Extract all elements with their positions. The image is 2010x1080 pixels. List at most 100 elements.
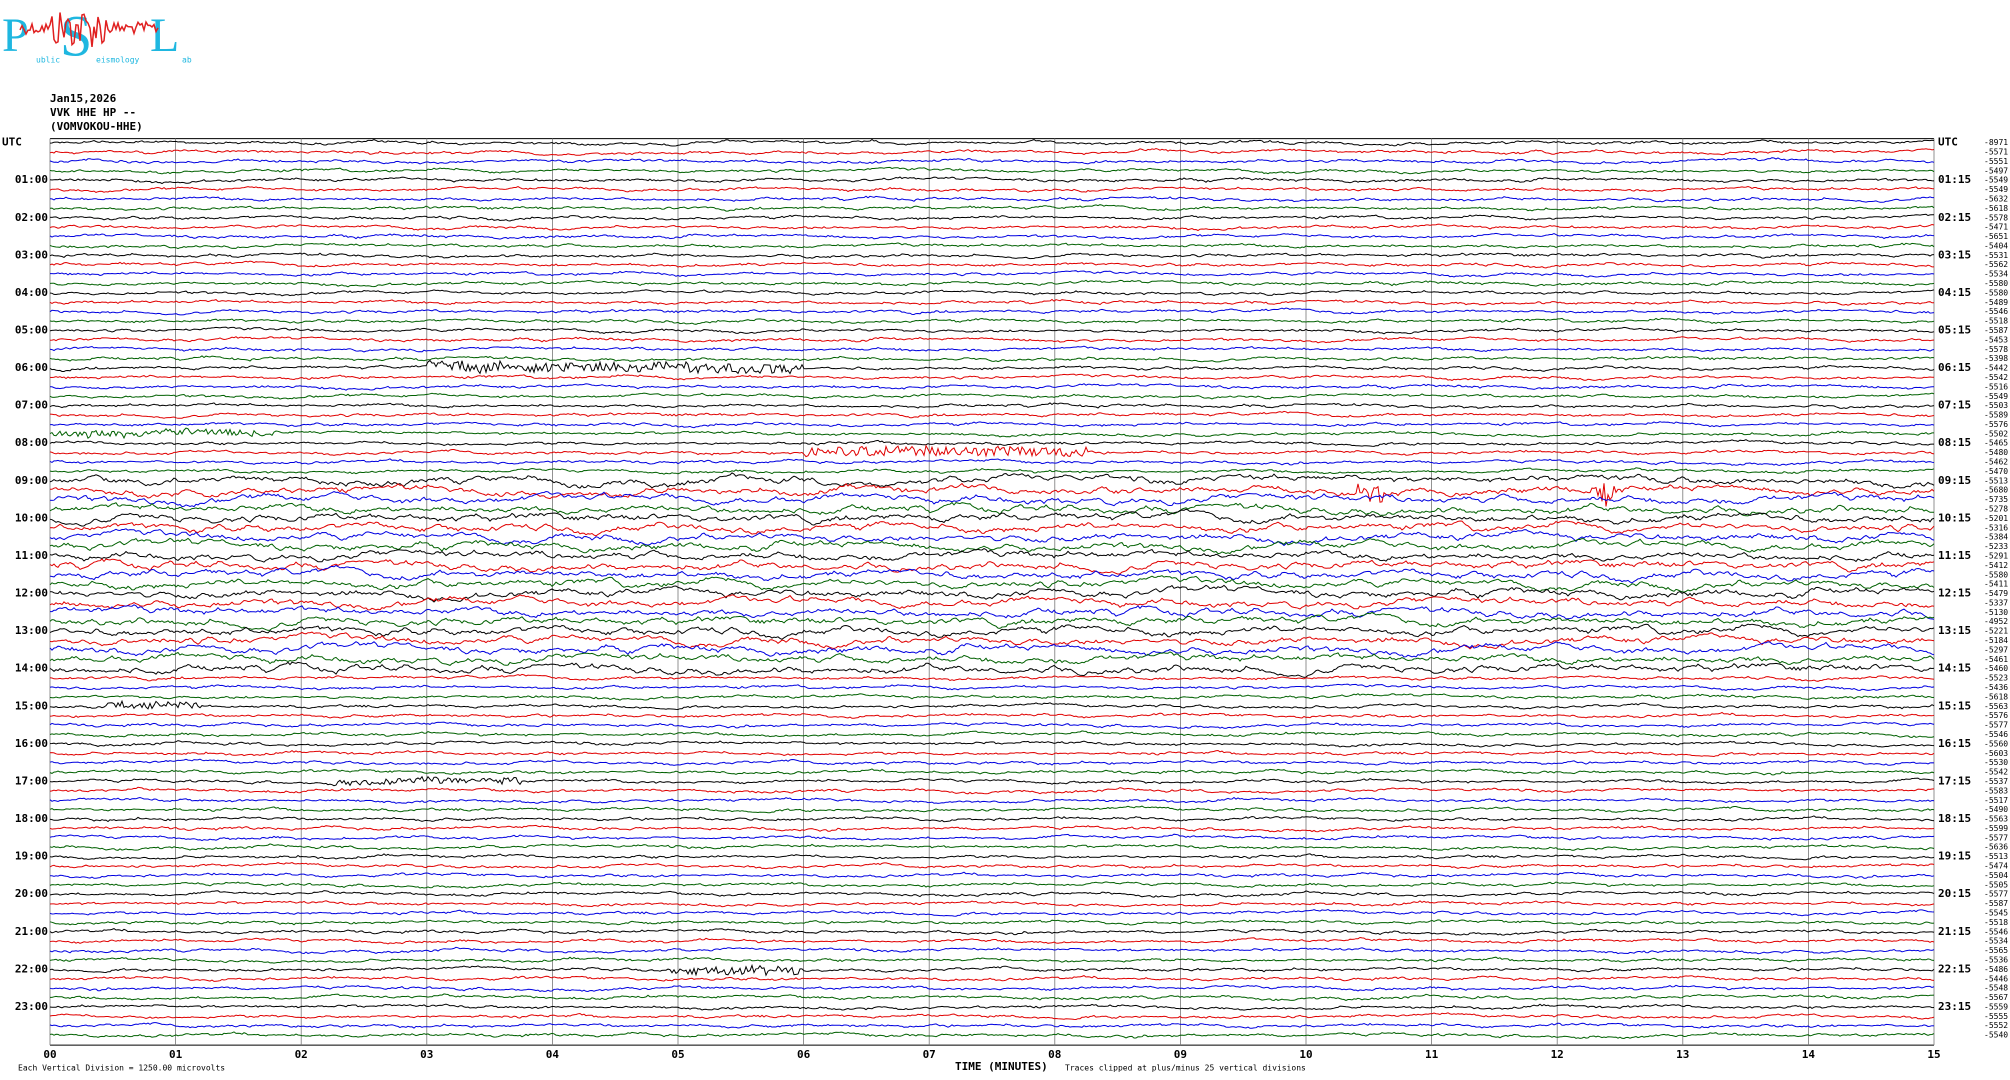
left-hour-label: 01:00 [15, 173, 48, 186]
trace-offset-label: -5576 [1984, 420, 2008, 429]
trace-offset-label: -5560 [1984, 739, 2008, 748]
seismic-trace [49, 317, 1935, 325]
right-hour-label: UTC [1938, 136, 1958, 149]
seismic-trace [49, 147, 1935, 156]
seismic-trace [49, 564, 1935, 584]
footer-clip-note: Traces clipped at plus/minus 25 vertical… [1065, 1064, 1306, 1073]
seismic-trace [49, 908, 1935, 917]
left-hour-label: 18:00 [15, 812, 48, 825]
right-hour-label: 20:15 [1938, 887, 1971, 900]
seismic-trace [50, 604, 1935, 620]
trace-offset-label: -5453 [1984, 335, 2008, 344]
seismic-trace [49, 176, 1935, 185]
right-hour-label: 08:15 [1938, 436, 1971, 449]
right-hour-label: 16:15 [1938, 737, 1971, 750]
trace-offset-label: -5446 [1984, 974, 2008, 983]
seismic-trace [49, 956, 1935, 964]
trace-offset-label: -5587 [1984, 899, 2008, 908]
logo-text: ublic [36, 56, 60, 65]
trace-offset-label: -5580 [1984, 279, 2008, 288]
left-hour-label: 15:00 [15, 699, 48, 712]
left-hour-label: 19:00 [15, 850, 48, 863]
trace-offset-label: -5549 [1984, 176, 2008, 185]
left-hour-label: 21:00 [15, 925, 48, 938]
trace-offset-label: -5563 [1984, 702, 2008, 711]
trace-offset-label: -5497 [1984, 166, 2008, 175]
seismic-trace [49, 458, 1935, 466]
trace-offset-label: -5636 [1984, 843, 2008, 852]
trace-offset-label: -5603 [1984, 749, 2008, 758]
trace-offset-label: -5545 [1984, 908, 2008, 917]
trace-offset-label: -5549 [1984, 185, 2008, 194]
right-hour-label: 07:15 [1938, 399, 1971, 412]
seismic-trace [49, 890, 1935, 898]
seismic-trace [49, 853, 1935, 861]
left-hour-label: 13:00 [15, 624, 48, 637]
trace-offset-label: -5470 [1984, 467, 2008, 476]
trace-offset-label: -5411 [1984, 580, 2008, 589]
seismic-trace [49, 260, 1934, 269]
seismic-trace [49, 490, 1935, 508]
trace-offset-label: -5542 [1984, 373, 2008, 382]
x-tick-label: 15 [1927, 1048, 1940, 1061]
seismic-trace [49, 138, 1935, 147]
left-hour-label: 12:00 [15, 587, 48, 600]
seismic-trace [50, 482, 1935, 507]
right-hour-label: 12:15 [1938, 587, 1971, 600]
seismic-trace [49, 421, 1935, 429]
x-tick-label: 11 [1425, 1048, 1439, 1061]
seismic-trace [49, 730, 1935, 739]
seismic-trace [49, 711, 1935, 719]
x-tick-label: 02 [295, 1048, 308, 1061]
trace-offset-label: -5201 [1984, 514, 2008, 523]
trace-offset-label: -5130 [1984, 608, 2008, 617]
seismic-trace [50, 584, 1935, 603]
right-hour-label: 21:15 [1938, 925, 1971, 938]
left-hour-label: UTC [2, 136, 22, 149]
seismic-trace [49, 537, 1935, 555]
right-hour-label: 10:15 [1938, 511, 1971, 524]
seismic-trace [49, 975, 1935, 982]
seismic-trace [49, 242, 1935, 250]
seismic-trace [49, 1031, 1935, 1040]
trace-offset-label: -5461 [1984, 655, 2008, 664]
trace-offset-label: -5577 [1984, 721, 2008, 730]
trace-offset-label: -5518 [1984, 317, 2008, 326]
right-hour-label: 03:15 [1938, 248, 1971, 261]
seismic-trace [49, 984, 1935, 993]
trace-offset-label: -5486 [1984, 965, 2008, 974]
trace-offset-label: -5291 [1984, 551, 2008, 560]
seismic-trace [49, 427, 1934, 440]
trace-offset-label: -5542 [1984, 768, 2008, 777]
left-hour-label: 06:00 [15, 361, 48, 374]
seismic-trace [49, 279, 1935, 288]
trace-offset-label: -5546 [1984, 307, 2008, 316]
x-tick-label: 01 [169, 1048, 183, 1061]
seismic-trace [49, 204, 1935, 212]
trace-offset-label: -5578 [1984, 345, 2008, 354]
seismic-trace [49, 558, 1935, 575]
seismic-trace [49, 805, 1935, 814]
header-channel: VVK HHE HP -- [50, 106, 136, 119]
seismic-trace [49, 693, 1935, 701]
x-tick-label: 13 [1676, 1048, 1689, 1061]
seismic-trace [49, 843, 1935, 851]
trace-offset-label: -5517 [1984, 796, 2008, 805]
trace-offset-label: -5565 [1984, 946, 2008, 955]
seismic-trace [49, 185, 1935, 193]
seismic-trace [49, 815, 1935, 823]
seismic-trace [49, 439, 1934, 447]
trace-offset-label: -5735 [1984, 495, 2008, 504]
trace-offset-label: -5504 [1984, 871, 2008, 880]
trace-offset-label: -5462 [1984, 458, 2008, 467]
seismic-trace [49, 833, 1935, 842]
trace-offset-label: -5474 [1984, 862, 2008, 871]
trace-offset-label: -5580 [1984, 570, 2008, 579]
seismic-trace [49, 298, 1935, 306]
trace-offset-label: -5680 [1984, 486, 2008, 495]
trace-offset-label: -5531 [1984, 251, 2008, 260]
seismic-trace [49, 796, 1935, 804]
trace-offset-label: -5552 [1984, 1021, 2008, 1030]
trace-offset-label: -5404 [1984, 241, 2008, 250]
